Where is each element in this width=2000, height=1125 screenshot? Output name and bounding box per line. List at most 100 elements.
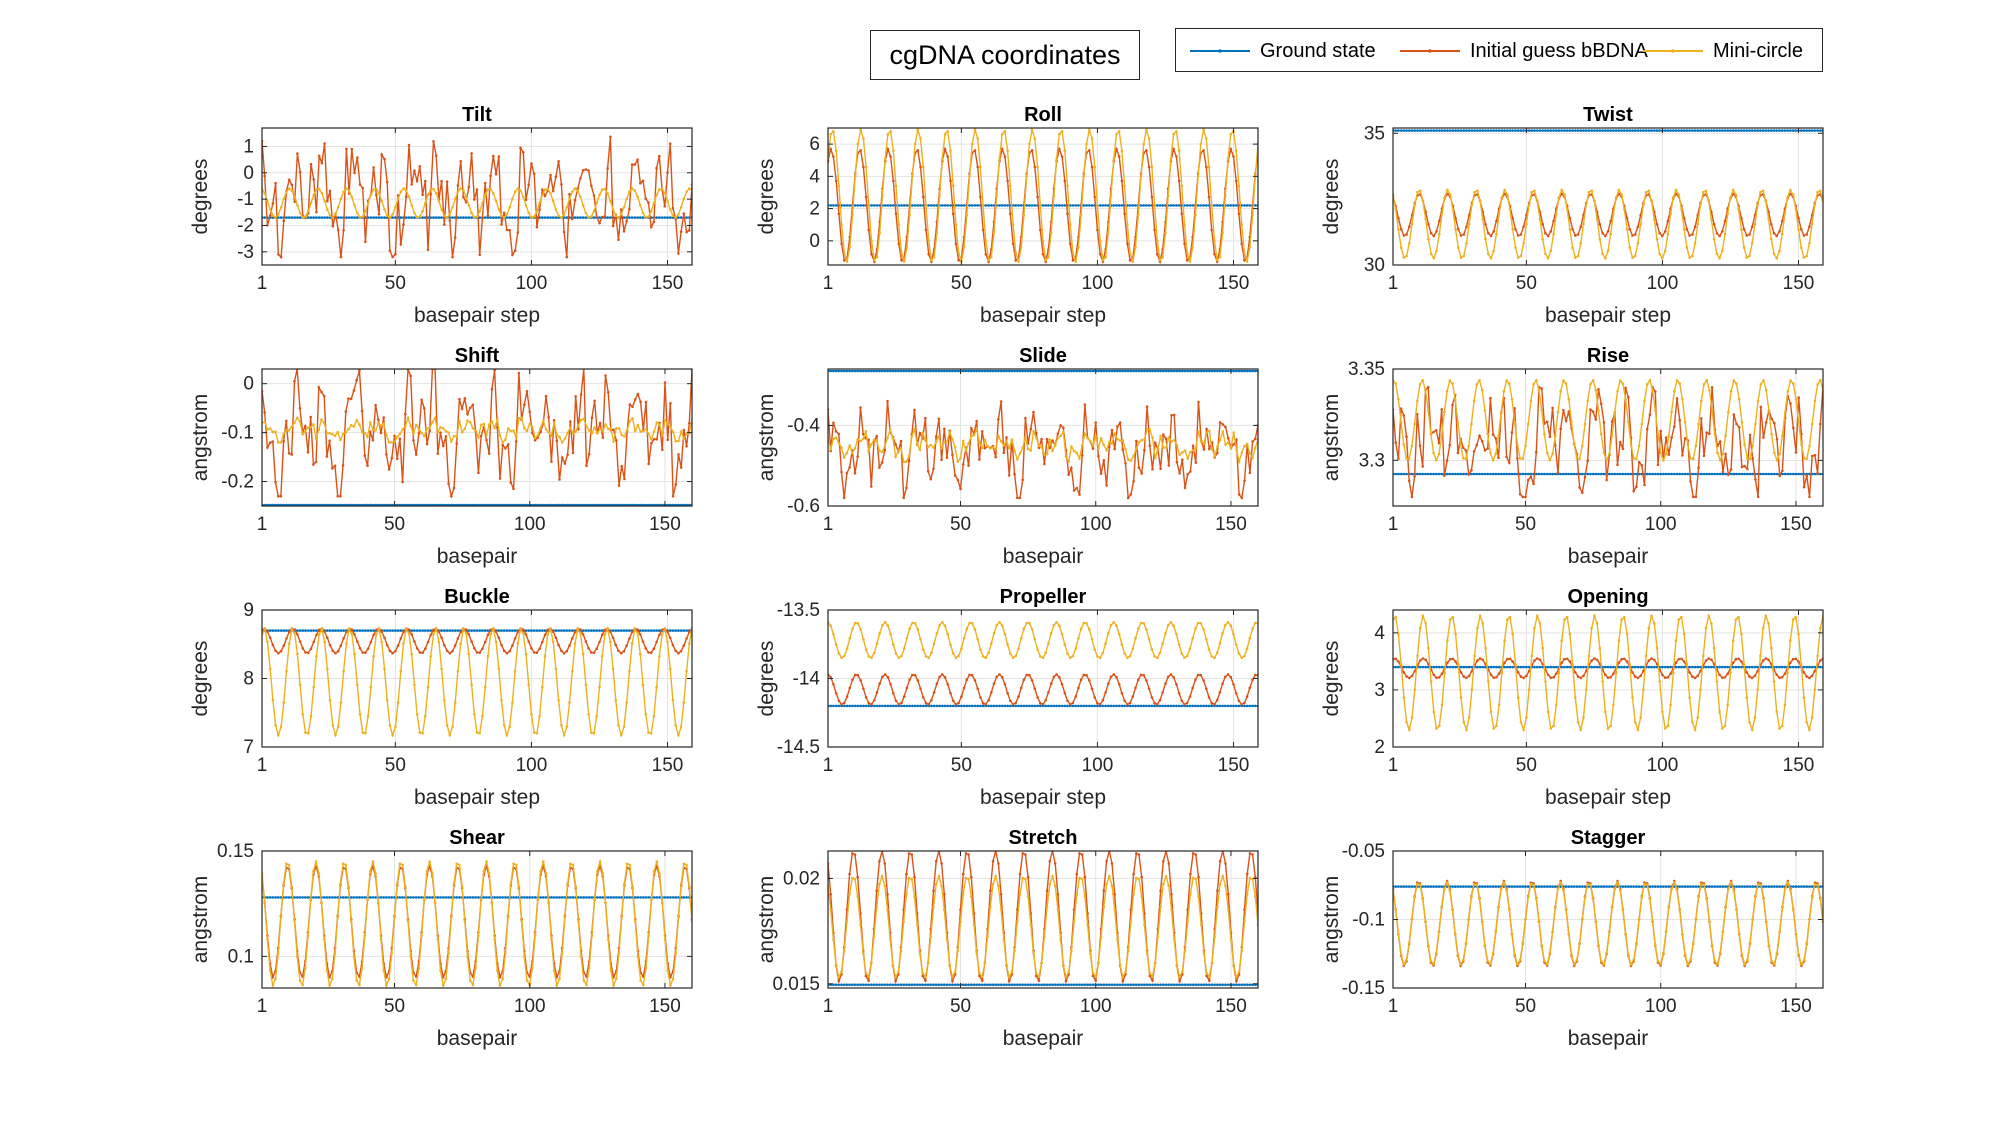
point (1721, 452, 1725, 456)
point (592, 629, 596, 632)
point (1446, 639, 1449, 642)
point (1091, 369, 1095, 373)
point (287, 452, 291, 455)
point (287, 896, 291, 899)
x-tick-label: 1 (1388, 514, 1399, 535)
point (900, 204, 903, 207)
point (1418, 444, 1422, 447)
y-axis-label-twist: degrees (1320, 159, 1343, 235)
point (984, 656, 988, 659)
point (470, 683, 473, 686)
point (1740, 216, 1743, 220)
point (445, 629, 449, 632)
point (845, 647, 849, 650)
point (881, 194, 884, 197)
point (1161, 204, 1164, 207)
point (1470, 203, 1474, 207)
point (595, 714, 598, 718)
point (983, 446, 987, 450)
point (1134, 637, 1137, 640)
point (1786, 196, 1789, 199)
point (301, 629, 305, 632)
point (674, 629, 677, 632)
point (682, 197, 686, 201)
point (493, 426, 496, 430)
point (339, 701, 343, 704)
point (1036, 696, 1039, 699)
point (642, 429, 645, 433)
figure-title-text: cgDNA coordinates (889, 39, 1121, 70)
point (1059, 369, 1062, 373)
point (1694, 472, 1698, 476)
point (1162, 446, 1165, 449)
point (1480, 472, 1484, 476)
point (1232, 204, 1235, 207)
point (1519, 675, 1523, 678)
point (404, 628, 408, 631)
point (1491, 433, 1495, 436)
point (1093, 165, 1096, 169)
point (483, 640, 487, 644)
y-tick-label: -0.4 (787, 415, 820, 436)
point (840, 223, 843, 226)
point (1128, 654, 1132, 658)
point (1199, 622, 1203, 625)
point (1161, 704, 1164, 708)
point (415, 180, 419, 183)
point (617, 238, 620, 242)
point (919, 687, 922, 690)
point (342, 637, 345, 640)
point (1590, 665, 1593, 669)
point (685, 637, 688, 640)
point (314, 460, 318, 464)
point (443, 223, 446, 226)
point (1205, 165, 1208, 169)
point (429, 188, 433, 191)
point (1066, 652, 1069, 655)
point (1156, 448, 1160, 451)
point (1645, 472, 1649, 476)
legend-swatch-initial-guess (1400, 49, 1460, 53)
point (1245, 647, 1249, 650)
point (1778, 676, 1781, 679)
point (587, 215, 590, 219)
point (1775, 673, 1778, 677)
point (864, 430, 868, 433)
point (872, 438, 876, 442)
point (1067, 473, 1070, 476)
point (366, 201, 370, 205)
point (1188, 204, 1192, 207)
point (652, 629, 656, 632)
point (541, 629, 544, 632)
point (1410, 716, 1414, 719)
point (677, 453, 680, 456)
point (927, 656, 930, 659)
point (1207, 195, 1211, 199)
point (334, 629, 337, 632)
point (979, 195, 982, 199)
point (1002, 369, 1006, 373)
point (859, 204, 862, 207)
point (1248, 246, 1252, 249)
point (1786, 671, 1789, 674)
point (1487, 252, 1490, 256)
point (671, 430, 675, 434)
point (644, 400, 648, 404)
point (1109, 704, 1113, 708)
point (867, 369, 870, 373)
point (1597, 472, 1600, 476)
point (1134, 686, 1137, 690)
point (402, 187, 405, 190)
point (547, 415, 550, 419)
point (1568, 129, 1572, 132)
point (883, 449, 887, 452)
point (1805, 233, 1808, 236)
point (1810, 222, 1814, 226)
point (886, 624, 890, 627)
point (1555, 129, 1558, 132)
point (282, 701, 286, 704)
point (652, 220, 656, 224)
point (679, 649, 683, 653)
point (1251, 678, 1254, 681)
